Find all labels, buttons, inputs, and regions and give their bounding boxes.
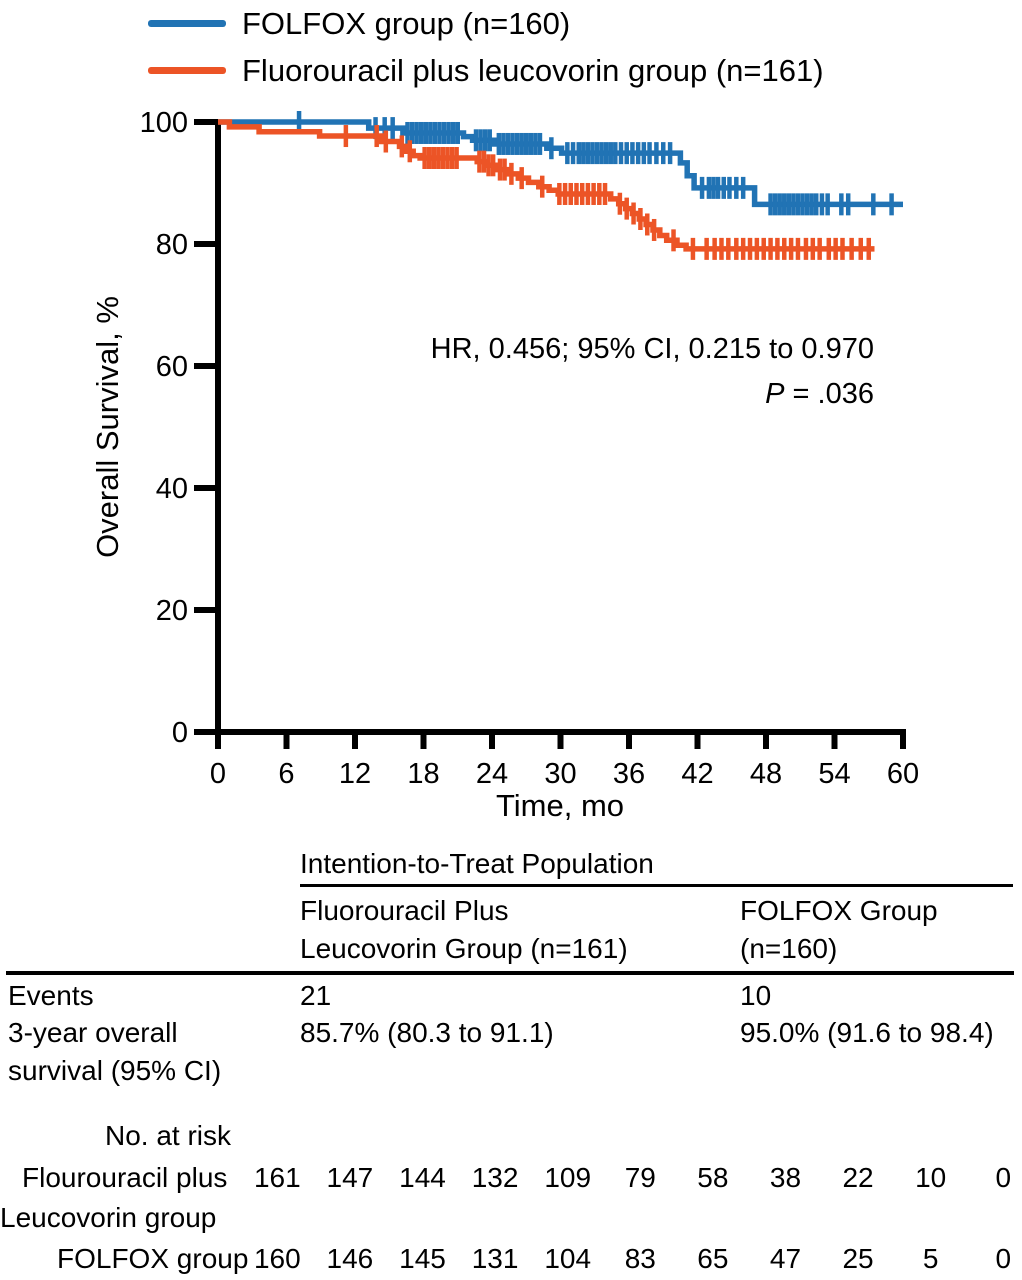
p-label: P — [765, 378, 785, 410]
y-tick-label: 60 — [156, 351, 188, 383]
at-risk-value: 131 — [471, 1243, 519, 1274]
p-value: = .036 — [784, 378, 874, 410]
at-risk-value: 104 — [544, 1243, 592, 1274]
survival-col1-value: 85.7% (80.3 to 91.1) — [300, 1017, 554, 1048]
x-tick-label: 60 — [887, 758, 919, 790]
x-tick-label: 0 — [210, 758, 226, 790]
at-risk-value: 5 — [922, 1243, 939, 1274]
at-risk-value: 83 — [624, 1243, 656, 1274]
at-risk-value: 47 — [769, 1243, 802, 1274]
survival-plot: 0 20 40 60 80 100 0 6 12 18 24 30 36 42 48 54 60 — [140, 107, 920, 790]
at-risk-value: 109 — [544, 1162, 592, 1193]
events-row-label: Events — [8, 980, 94, 1011]
legend-item-fluorouracil: Fluorouracil plus leucovorin group (n=16… — [148, 47, 824, 94]
at-risk-value: 65 — [697, 1243, 729, 1274]
at-risk-value: 144 — [399, 1162, 446, 1193]
fluorouracil-line-swatch — [148, 67, 226, 74]
survival-row-label-line2: survival (95% CI) — [8, 1055, 222, 1086]
at-risk-values-folfox: 160 146 145 131 104 83 65 47 25 5 0 — [241, 1243, 1022, 1275]
y-tick-label: 100 — [140, 107, 188, 139]
x-tick-label: 36 — [613, 758, 645, 790]
p-value-annotation: P = .036 — [431, 372, 874, 417]
at-risk-value: 25 — [842, 1243, 874, 1274]
at-risk-value: 58 — [697, 1162, 729, 1193]
at-risk-value: 0 — [995, 1162, 1012, 1193]
at-risk-value: 132 — [471, 1162, 519, 1193]
at-risk-value: 79 — [624, 1162, 656, 1193]
x-tick-label: 6 — [278, 758, 294, 790]
at-risk-values-fluorouracil: 161 147 144 132 109 79 58 38 22 10 0 — [241, 1162, 1022, 1194]
table-header-rule — [6, 971, 1014, 975]
x-tick-label: 12 — [339, 758, 371, 790]
fluorouracil-curve — [218, 119, 875, 252]
x-tick-label: 54 — [818, 758, 850, 790]
folfox-curve — [218, 119, 903, 208]
at-risk-row1-label-line1: Flourouracil plus — [22, 1162, 228, 1193]
at-risk-value: 146 — [326, 1243, 374, 1274]
no-at-risk-title: No. at risk — [105, 1120, 232, 1151]
x-tick-label: 18 — [407, 758, 439, 790]
table-title-underline — [300, 884, 1013, 887]
table-title: Intention-to-Treat Population — [300, 848, 654, 879]
x-axis-title: Time, mo — [495, 788, 625, 823]
col1-header-line2: Leucovorin Group (n=161) — [300, 933, 628, 964]
at-risk-value: 0 — [995, 1243, 1012, 1274]
at-risk-value: 22 — [842, 1162, 874, 1193]
col1-header-line1: Fluorouracil Plus — [300, 895, 509, 926]
x-tick-label: 24 — [476, 758, 508, 790]
hr-annotation-block: HR, 0.456; 95% CI, 0.215 to 0.970 P = .0… — [431, 327, 874, 417]
at-risk-value: 145 — [399, 1243, 446, 1274]
legend-label-folfox: FOLFOX group (n=160) — [242, 5, 571, 41]
legend-label-fluorouracil: Fluorouracil plus leucovorin group (n=16… — [242, 52, 824, 88]
at-risk-value: 147 — [326, 1162, 374, 1193]
y-tick-label: 20 — [156, 595, 188, 627]
y-tick-label: 0 — [172, 717, 188, 749]
at-risk-row1-label-line2: Leucovorin group — [0, 1202, 217, 1233]
hr-annotation: HR, 0.456; 95% CI, 0.215 to 0.970 — [430, 333, 874, 365]
folfox-line-swatch — [148, 20, 226, 27]
events-col1-value: 21 — [300, 980, 332, 1011]
at-risk-value: 10 — [915, 1162, 947, 1193]
x-tick-label: 42 — [681, 758, 713, 790]
legend: FOLFOX group (n=160) Fluorouracil plus l… — [148, 0, 824, 94]
x-tick-label: 48 — [750, 758, 782, 790]
at-risk-row2-label: FOLFOX group — [57, 1243, 249, 1274]
y-tick-label: 40 — [156, 473, 188, 505]
at-risk-value: 161 — [253, 1162, 301, 1193]
col2-header-line1: FOLFOX Group — [740, 895, 938, 926]
at-risk-value: 38 — [769, 1162, 802, 1193]
y-tick-label: 80 — [156, 229, 188, 261]
events-col2-value: 10 — [740, 980, 772, 1011]
col2-header-line2: (n=160) — [740, 933, 838, 964]
survival-row-label-line1: 3-year overall — [8, 1017, 178, 1048]
survival-col2-value: 95.0% (91.6 to 98.4) — [740, 1017, 994, 1048]
at-risk-value: 160 — [253, 1243, 301, 1274]
legend-item-folfox: FOLFOX group (n=160) — [148, 0, 824, 47]
x-tick-label: 30 — [544, 758, 576, 790]
